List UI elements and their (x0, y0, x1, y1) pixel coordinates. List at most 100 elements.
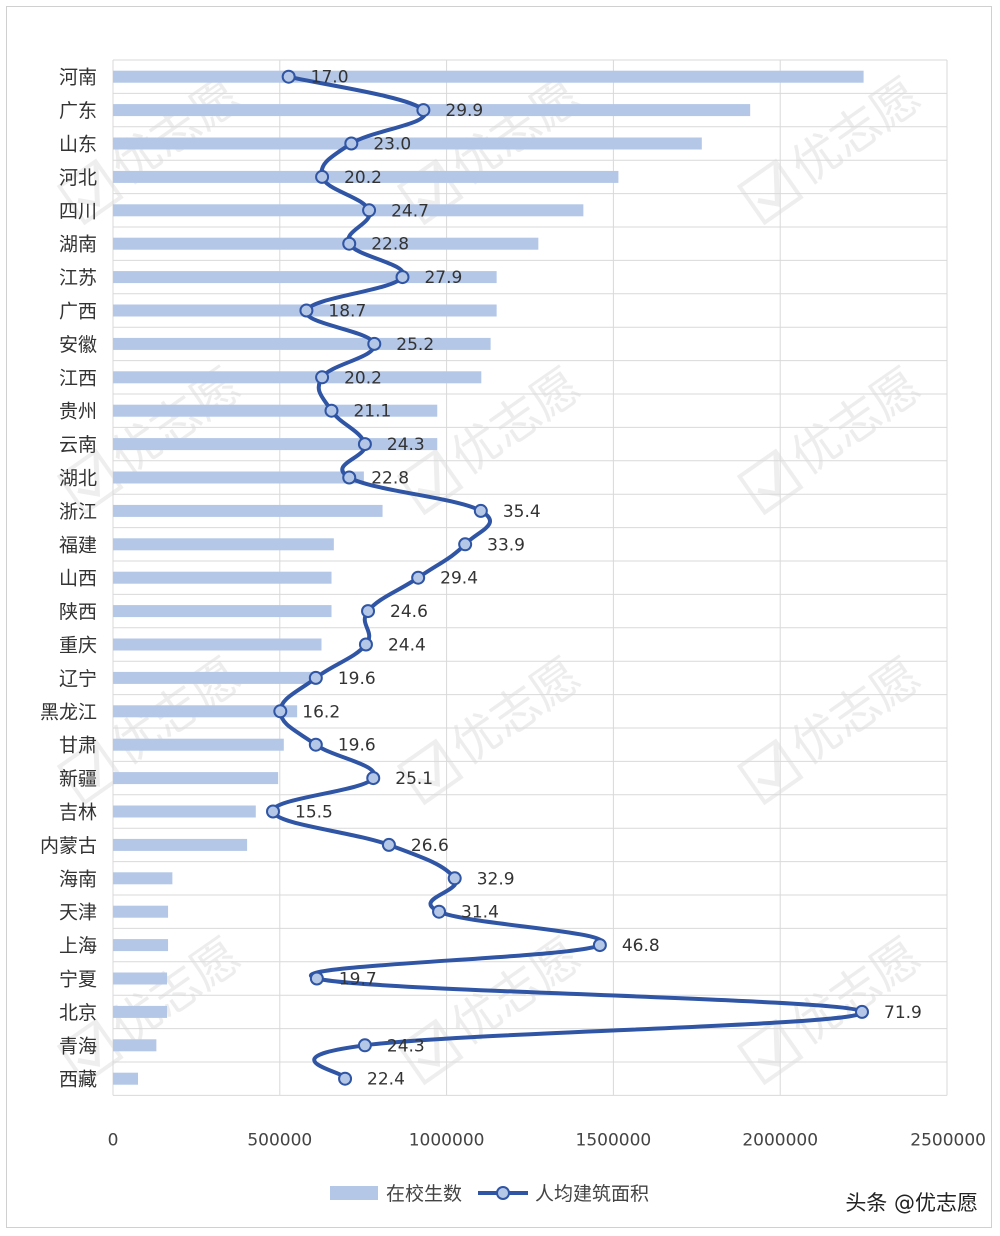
watermark-check-mark (77, 1023, 101, 1067)
watermark-check-mark (77, 163, 101, 207)
line-point (273, 704, 288, 719)
bar (113, 471, 364, 484)
line-point (358, 637, 373, 652)
watermark-text: 优志愿 (781, 647, 931, 775)
data-label: 24.3 (387, 1036, 425, 1056)
line-point (367, 336, 382, 351)
data-label: 29.4 (440, 569, 478, 589)
category-label: 江西 (59, 367, 97, 389)
data-label: 15.5 (295, 803, 333, 823)
data-label: 24.4 (388, 636, 426, 656)
category-label: 陕西 (59, 601, 97, 623)
category-label: 辽宁 (59, 668, 97, 690)
data-label: 24.7 (391, 201, 429, 221)
bar (113, 237, 539, 250)
bar (113, 170, 619, 183)
line-point (366, 771, 381, 786)
line-point (447, 871, 462, 886)
x-tick-labels: 0 500000 1000000 1500000 2000000 2500000 (108, 1130, 986, 1150)
category-label: 黑龙江 (40, 701, 97, 723)
line-point (395, 270, 410, 285)
data-label: 46.8 (622, 936, 660, 956)
x-tick-label: 1500000 (576, 1130, 652, 1150)
data-label: 18.7 (328, 302, 366, 322)
data-label: 31.4 (461, 903, 499, 923)
bar (113, 838, 248, 851)
bar-series (113, 70, 864, 1085)
line-data-labels: 17.0 29.9 23.0 20.2 24.7 22.8 27.9 18.7 25.2 20.2… (295, 68, 922, 1090)
bar (113, 104, 751, 117)
line-point (416, 103, 431, 118)
line-point (342, 236, 357, 251)
category-label: 新疆 (59, 768, 97, 790)
watermark-check-icon (56, 158, 124, 226)
bar (113, 571, 332, 584)
watermark-check-mark (77, 743, 101, 787)
data-label: 35.4 (503, 502, 541, 522)
data-label: 25.2 (396, 335, 434, 355)
data-label: 19.6 (338, 669, 376, 689)
line-point (344, 136, 359, 151)
line-point (308, 670, 323, 685)
watermark-check-icon (56, 738, 124, 806)
watermark-check-mark (757, 743, 781, 787)
bar (113, 538, 334, 551)
line-point (281, 69, 296, 84)
watermark-check-mark (757, 163, 781, 207)
bar (113, 1039, 157, 1052)
bar (113, 1072, 139, 1085)
bar (113, 638, 322, 651)
x-tick-label: 1000000 (409, 1130, 485, 1150)
watermark-check-icon (736, 1018, 804, 1086)
category-label: 北京 (59, 1002, 97, 1024)
bar (113, 204, 584, 217)
data-label: 22.8 (371, 469, 409, 489)
data-label: 29.9 (445, 101, 483, 121)
category-label: 重庆 (59, 635, 97, 657)
bar (113, 504, 383, 517)
line-point (315, 370, 330, 385)
bar (113, 404, 438, 417)
data-label: 27.9 (424, 268, 462, 288)
bar (113, 371, 482, 384)
bar (113, 805, 256, 818)
data-label: 25.1 (395, 769, 433, 789)
line-point (473, 503, 488, 518)
data-label: 20.2 (344, 168, 382, 188)
credit-text: 头条 @优志愿 (845, 1191, 978, 1215)
line-point (362, 203, 377, 218)
category-label: 山东 (59, 134, 97, 156)
category-label: 河南 (59, 67, 97, 89)
line-point (411, 570, 426, 585)
category-label: 青海 (59, 1035, 97, 1057)
line-point (357, 1038, 372, 1053)
line-point (315, 169, 330, 184)
line-point (592, 938, 607, 953)
category-label: 天津 (59, 902, 97, 924)
bar (113, 738, 284, 751)
line-point (324, 403, 339, 418)
line-point (432, 904, 447, 919)
category-label: 广东 (59, 100, 97, 122)
category-label: 湖北 (59, 468, 97, 490)
category-label: 安徽 (59, 334, 97, 356)
bar (113, 671, 318, 684)
legend-label-bars: 在校生数 (386, 1183, 462, 1205)
category-label: 四川 (59, 200, 97, 222)
watermark-text: 优志愿 (441, 647, 591, 775)
watermark-check-icon (56, 1018, 124, 1086)
line-point (309, 971, 324, 986)
bar (113, 772, 279, 785)
legend: 在校生数 人均建筑面积 (330, 1183, 649, 1205)
x-tick-label: 0 (108, 1130, 119, 1150)
bar (113, 137, 702, 150)
legend-line-marker (496, 1186, 510, 1200)
data-label: 24.6 (390, 602, 428, 622)
watermark: 优志愿 (736, 357, 931, 516)
legend-bar-swatch (330, 1186, 378, 1200)
line-point (266, 804, 280, 819)
x-tick-label: 2000000 (742, 1130, 818, 1150)
category-labels: 河南广东山东河北四川湖南江苏广西安徽江西贵州云南湖北浙江福建山西陕西重庆辽宁黑龙… (40, 67, 97, 1091)
bar (113, 337, 491, 350)
